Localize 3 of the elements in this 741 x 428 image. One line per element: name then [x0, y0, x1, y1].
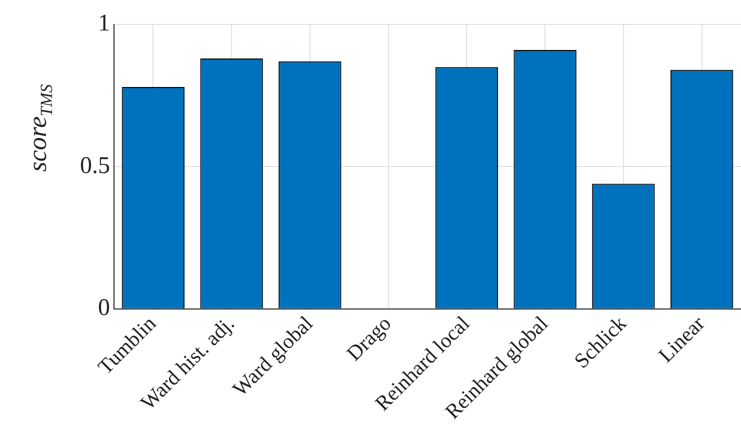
y-tick-label: 0	[98, 295, 110, 322]
y-tick-label: 0.5	[80, 152, 110, 179]
y-tick-label: 1	[98, 10, 110, 37]
